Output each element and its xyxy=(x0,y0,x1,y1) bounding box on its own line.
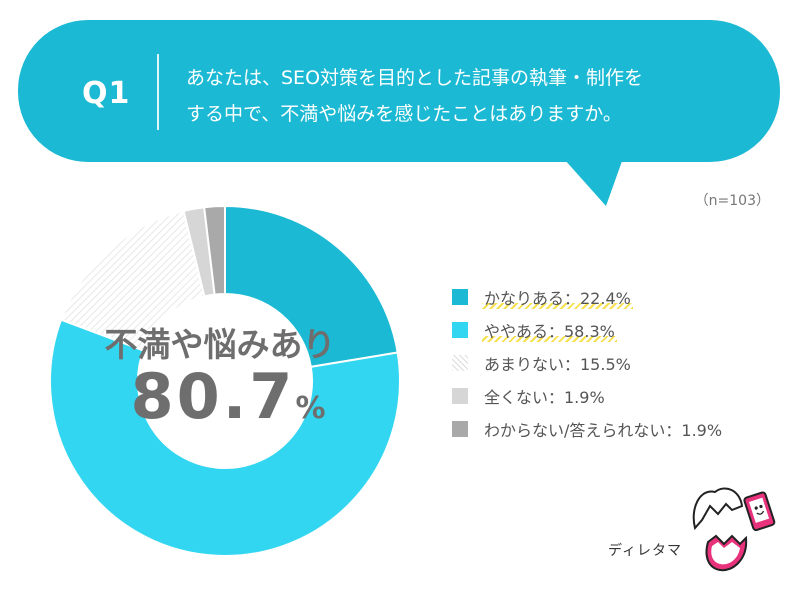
legend-item-very-much: かなりある：22.4% xyxy=(452,280,724,313)
donut-slice-unknown xyxy=(203,204,226,296)
donut-slice-very-much xyxy=(224,204,399,369)
legend-item-somewhat: ややある：58.3% xyxy=(452,313,724,346)
legend-swatch-not-at-all xyxy=(452,387,468,404)
legend-label-unknown: わからない/答えられない：1.9% xyxy=(484,420,723,440)
legend-label-somewhat: ややある：58.3% xyxy=(482,317,617,342)
legend-swatch-very-much xyxy=(452,288,468,305)
question-text-line-1: あなたは、SEO対策を目的とした記事の執筆・制作を xyxy=(186,67,644,89)
sample-size: （n=103） xyxy=(694,193,770,209)
speech-bubble-tail xyxy=(556,150,626,206)
legend-item-not-at-all: 全くない：1.9% xyxy=(452,379,724,412)
legend-item-not-much: あまりない：15.5% xyxy=(452,346,724,379)
donut-chart xyxy=(49,204,401,557)
brand-mascot-egg-icon xyxy=(692,487,776,572)
brand-logo-text: ディレタマ xyxy=(608,543,683,559)
donut-slice-somewhat xyxy=(49,318,401,557)
legend-swatch-not-much xyxy=(452,354,468,371)
question-divider xyxy=(157,54,159,130)
chart-legend: かなりある：22.4% ややある：58.3% あまりない：15.5% 全くない：… xyxy=(452,280,724,445)
center-value: 80.7% xyxy=(108,360,348,433)
legend-label-not-at-all: 全くない：1.9% xyxy=(484,387,605,407)
donut-slice-not-much xyxy=(59,209,206,352)
legend-swatch-unknown xyxy=(452,420,468,437)
question-bubble xyxy=(18,20,780,162)
center-label: 不満や悩みあり xyxy=(104,325,336,364)
legend-label-very-much: かなりある：22.4% xyxy=(482,284,633,309)
center-value-unit: % xyxy=(295,391,326,426)
legend-label-not-much: あまりない：15.5% xyxy=(484,354,631,374)
question-text-line-2: する中で、不満や悩みを感じたことはありますか。 xyxy=(186,103,622,125)
legend-item-unknown: わからない/答えられない：1.9% xyxy=(452,412,724,445)
center-value-number: 80.7 xyxy=(130,360,296,433)
legend-swatch-somewhat xyxy=(452,321,468,338)
question-text: あなたは、SEO対策を目的とした記事の執筆・制作を する中で、不満や悩みを感じた… xyxy=(186,60,746,132)
question-number: Q1 xyxy=(82,76,131,111)
